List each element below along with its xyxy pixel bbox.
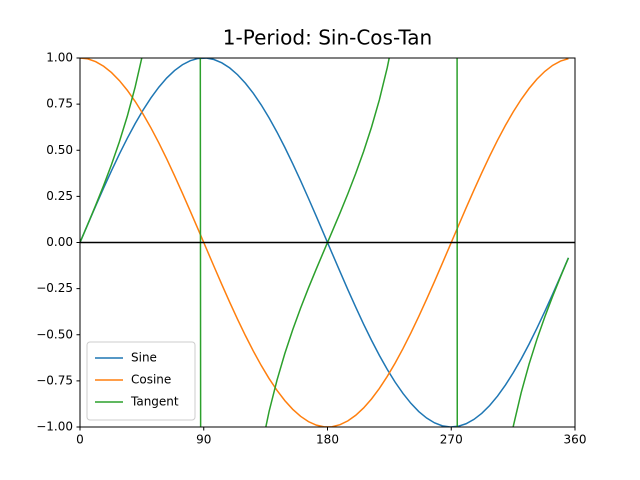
x-tick-label: 360 <box>564 433 587 447</box>
x-tick-label: 90 <box>196 433 211 447</box>
legend-label: Tangent <box>130 395 179 409</box>
y-tick-label: 0.50 <box>46 143 73 157</box>
x-tick-label: 0 <box>76 433 84 447</box>
legend-label: Cosine <box>131 373 171 387</box>
y-tick-label: −0.75 <box>36 373 73 387</box>
y-tick-label: 0.75 <box>46 97 73 111</box>
y-tick-label: 0.00 <box>46 235 73 249</box>
chart-title: 1-Period: Sin-Cos-Tan <box>223 26 432 50</box>
series-line <box>80 58 570 427</box>
series-line <box>80 58 570 427</box>
y-tick-label: −1.00 <box>36 420 73 434</box>
y-tick-label: −0.50 <box>36 327 73 341</box>
x-tick-label: 180 <box>316 433 339 447</box>
x-tick-label: 270 <box>440 433 463 447</box>
legend-box <box>86 341 196 421</box>
y-tick-label: 0.25 <box>46 189 73 203</box>
y-tick-label: 1.00 <box>46 51 73 65</box>
legend-label: Sine <box>131 351 157 365</box>
y-tick-label: −0.25 <box>36 281 73 295</box>
